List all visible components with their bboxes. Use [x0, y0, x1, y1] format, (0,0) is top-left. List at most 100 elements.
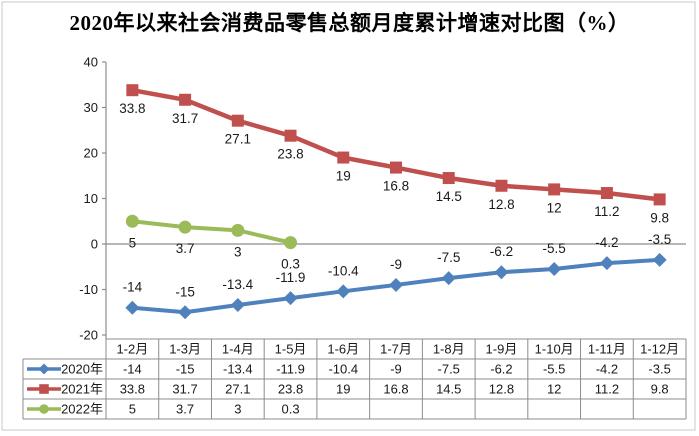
data-point-marker: [599, 256, 614, 271]
x-axis-label: 1-8月: [433, 342, 465, 357]
y-tick-label: 30: [84, 100, 98, 115]
data-point-marker: [283, 291, 298, 306]
data-table: 1-2月 1-3月 1-4月 1-5月 1-6月 1-7月 1-8月 1-9月 1-10月 1-1…: [22, 338, 687, 420]
x-axis-label: 1-4月: [222, 342, 254, 357]
data-point-marker: [284, 236, 298, 250]
data-point-marker: [179, 93, 192, 106]
data-point-marker: [548, 183, 561, 196]
data-point-marker: [231, 114, 244, 127]
data-point-marker: [653, 193, 666, 206]
table-cell-value: 33.8: [120, 382, 145, 397]
data-point-marker: [441, 271, 456, 286]
y-tick-label: -20: [79, 328, 98, 343]
x-axis-label: 1-6月: [327, 342, 359, 357]
data-point-marker: [230, 297, 245, 312]
data-label: 27.1: [225, 132, 251, 147]
data-point-marker: [547, 262, 562, 277]
data-point-marker: [389, 277, 403, 292]
x-axis-label: 1-3月: [169, 342, 201, 357]
table-cell-value: 0.3: [282, 402, 300, 417]
x-axis-label: 1-9月: [486, 342, 518, 357]
table-cell-value: -5.5: [543, 362, 565, 377]
data-label: 33.8: [119, 101, 145, 116]
table-cell-value: 27.1: [225, 382, 250, 397]
data-label: -7.5: [437, 250, 460, 265]
data-point-marker: [125, 214, 139, 228]
series-2020年: -14 -15 -13.4 -11.9 -10.4 -9 -7.5 -6.2 -5.5 -4.2 -…: [123, 232, 671, 320]
data-label: 14.5: [436, 189, 462, 204]
data-label: -15: [175, 284, 195, 299]
table-cell-value: -7.5: [438, 362, 460, 377]
data-point-marker: [652, 252, 667, 267]
legend-label: 2021年: [61, 382, 103, 397]
data-point-marker: [337, 151, 350, 164]
table-cell-value: -13.4: [223, 362, 253, 377]
data-label: -3.5: [648, 232, 671, 247]
table-cell-value: 31.7: [172, 382, 197, 397]
data-point-marker: [494, 265, 509, 280]
data-label: 31.7: [172, 111, 198, 126]
table-cell-value: -4.2: [596, 362, 618, 377]
y-tick-label: 0: [91, 237, 98, 252]
data-label: -14: [123, 280, 143, 295]
table-cell-value: -10.4: [328, 362, 358, 377]
series-line: [132, 219, 291, 245]
series-2021年: 33.8 31.7 27.1 23.8 19 16.8 14.5 12.8 12 11.2 9.8: [119, 84, 669, 225]
table-cell-value: 16.8: [383, 382, 408, 397]
y-tick-label: 10: [84, 191, 98, 206]
data-label: 12.8: [488, 197, 514, 212]
legend-label: 2022年: [61, 402, 103, 417]
series-2022年: 5 3.7 3 0.3: [125, 214, 300, 272]
data-label: 5: [129, 235, 137, 250]
y-tick-label: 20: [84, 146, 98, 161]
data-label: -10.4: [328, 263, 359, 278]
y-axis: 40 30 20 10 0 -10 -20: [79, 55, 686, 343]
data-point-marker: [178, 305, 193, 320]
table-cell-value: 9.8: [651, 382, 669, 397]
table-cell-value: 3.7: [176, 402, 194, 417]
legend-marker: [38, 363, 50, 375]
table-cell-value: -6.2: [490, 362, 512, 377]
data-point-marker: [178, 220, 192, 234]
table-cell-value: 23.8: [278, 382, 303, 397]
data-label: 11.2: [594, 204, 619, 219]
data-label: -9: [390, 257, 402, 272]
data-point-marker: [495, 179, 508, 192]
legend-label: 2020年: [61, 362, 103, 377]
data-point-marker: [231, 223, 245, 237]
chart-title: 2020年以来社会消费品零售总额月度累计增速对比图（%）: [69, 11, 630, 35]
x-axis-label: 1-7月: [380, 342, 412, 357]
data-point-marker: [284, 129, 297, 142]
legend-key-2022年: [27, 404, 61, 414]
x-axis-label: 1-12月: [640, 342, 679, 357]
data-label: -4.2: [595, 235, 618, 250]
table-cell-value: 14.5: [436, 382, 461, 397]
legend-marker: [39, 384, 49, 394]
legend-key-2021年: [27, 384, 61, 394]
data-point-marker: [336, 284, 351, 299]
data-point-marker: [600, 187, 613, 200]
legend-marker: [39, 404, 49, 414]
y-tick-label: 40: [84, 55, 98, 70]
table-cell-value: 19: [336, 382, 350, 397]
data-point-marker: [390, 161, 402, 174]
data-label: 3: [234, 244, 242, 259]
data-label: -5.5: [543, 241, 566, 256]
table-cell-value: -3.5: [648, 362, 670, 377]
data-label: 23.8: [277, 147, 303, 162]
x-axis-label: 1-2月: [116, 342, 148, 357]
data-label: 3.7: [176, 241, 195, 256]
y-tick-label: -10: [79, 282, 98, 297]
x-axis-label: 1-10月: [535, 342, 574, 357]
data-label: -6.2: [490, 244, 513, 259]
data-label: -13.4: [222, 277, 253, 292]
data-label: 12: [547, 200, 562, 215]
table-cell-value: 11.2: [595, 382, 619, 397]
data-label: 9.8: [650, 210, 669, 225]
table-cell-value: 5: [129, 402, 136, 417]
legend-key-2020年: [27, 363, 61, 375]
data-label: 0.3: [281, 257, 300, 272]
